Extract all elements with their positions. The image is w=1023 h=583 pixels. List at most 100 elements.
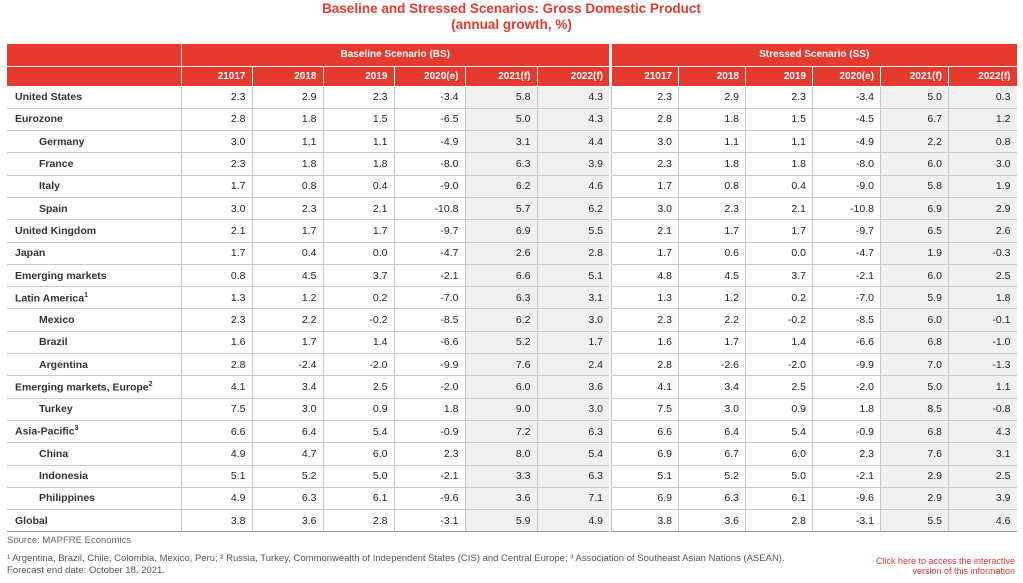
baseline-cell: 6.0 xyxy=(322,442,394,466)
baseline-cell: -3.4 xyxy=(393,86,465,109)
table-row: Japan 1.7 0.4 0.0 -4.7 2.6 2.8 xyxy=(7,242,610,265)
baseline-cell: -4.7 xyxy=(393,242,465,265)
baseline-cell: -9.0 xyxy=(393,175,465,198)
row-label: Indonesia xyxy=(7,465,181,488)
baseline-cell: 2.3 xyxy=(180,308,252,332)
stressed-cell: 6.6 xyxy=(611,420,679,444)
baseline-cell: -4.9 xyxy=(393,130,465,154)
baseline-cell: 4.9 xyxy=(536,509,610,533)
stressed-cell: 3.1 xyxy=(947,442,1017,466)
stressed-cell: -7.0 xyxy=(812,286,881,310)
baseline-cell: 3.7 xyxy=(322,264,394,288)
baseline-cell: -6.6 xyxy=(393,331,465,355)
stressed-cell: -0.8 xyxy=(947,398,1017,421)
stressed-cell: 2.3 xyxy=(611,86,679,109)
baseline-cell: 3.0 xyxy=(180,197,252,221)
row-label-text: Emerging markets xyxy=(15,269,107,282)
baseline-cell: 1.4 xyxy=(322,331,394,355)
table-row: Emerging markets 0.8 4.5 3.7 -2.1 6.6 5.1 xyxy=(7,264,610,288)
stressed-cell: 6.0 xyxy=(745,442,813,466)
baseline-cell: 1.7 xyxy=(251,331,323,355)
stressed-year: 2019 xyxy=(745,66,813,87)
baseline-cell: 0.8 xyxy=(251,175,323,198)
baseline-cell: 6.2 xyxy=(536,197,610,221)
stressed-cell: 1.5 xyxy=(745,108,813,132)
baseline-cell: 5.4 xyxy=(322,420,394,444)
baseline-cell: 1.1 xyxy=(322,130,394,154)
table-row: 3.0 1.1 1.1 -4.9 2.2 0.8 xyxy=(611,130,1017,154)
link-line-1: Click here to access the interactive xyxy=(875,556,1015,566)
baseline-cell: -6.5 xyxy=(393,108,465,132)
row-label: Latin America1 xyxy=(7,286,181,310)
row-label-text: Mexico xyxy=(39,314,75,327)
baseline-cell: -7.0 xyxy=(393,286,465,310)
table-row: 4.1 3.4 2.5 -2.0 5.0 1.1 xyxy=(611,375,1017,399)
table-row: 2.3 1.8 1.8 -8.0 6.0 3.0 xyxy=(611,152,1017,176)
table-row: 2.3 2.2 -0.2 -8.5 6.0 -0.1 xyxy=(611,308,1017,332)
stressed-cell: 6.5 xyxy=(880,219,949,243)
stressed-cell: 2.5 xyxy=(947,264,1017,288)
stressed-cell: 1.1 xyxy=(678,130,746,154)
stressed-cell: 6.0 xyxy=(880,264,949,288)
baseline-cell: 3.1 xyxy=(536,286,610,310)
baseline-cell: 5.2 xyxy=(464,331,537,355)
stressed-cell: -4.5 xyxy=(812,108,881,132)
baseline-cell: 2.6 xyxy=(464,242,537,265)
table-row: Mexico 2.3 2.2 -0.2 -8.5 6.2 3.0 xyxy=(7,308,610,332)
baseline-cell: 2.3 xyxy=(393,442,465,466)
stressed-cell: 5.0 xyxy=(745,465,813,488)
stressed-cell: 6.8 xyxy=(880,420,949,444)
baseline-cell: 0.4 xyxy=(251,242,323,265)
baseline-cell: -3.1 xyxy=(393,509,465,533)
baseline-cell: -8.5 xyxy=(393,308,465,332)
stressed-cell: 2.9 xyxy=(880,465,949,488)
forecast-date: Forecast end date: October 18, 2021. xyxy=(7,565,165,576)
row-label: Germany xyxy=(7,130,181,154)
stressed-cell: -0.3 xyxy=(947,242,1017,265)
stressed-cell: -4.9 xyxy=(812,130,881,154)
table-row: United Kingdom 2.1 1.7 1.7 -9.7 6.9 5.5 xyxy=(7,219,610,243)
stressed-cell: 2.8 xyxy=(611,353,679,377)
baseline-cell: 8.0 xyxy=(464,442,537,466)
table-row: 1.3 1.2 0.2 -7.0 5.9 1.8 xyxy=(611,286,1017,310)
baseline-cell: 6.2 xyxy=(464,175,537,198)
row-label-text: Philippines xyxy=(39,492,96,505)
stressed-cell: 5.1 xyxy=(611,465,679,488)
table-row: 6.9 6.7 6.0 2.3 7.6 3.1 xyxy=(611,442,1017,466)
stressed-cell: 6.0 xyxy=(880,152,949,176)
baseline-cell: 1.7 xyxy=(180,242,252,265)
baseline-cell: 3.1 xyxy=(464,130,537,154)
baseline-cell: 2.8 xyxy=(180,108,252,132)
row-label: Emerging markets xyxy=(7,264,181,288)
baseline-cell: 3.3 xyxy=(464,465,537,488)
stressed-cell: 6.9 xyxy=(880,197,949,221)
baseline-cell: 6.3 xyxy=(464,286,537,310)
baseline-cell: 7.2 xyxy=(464,420,537,444)
row-label-text: Turkey xyxy=(39,403,73,416)
stressed-cell: 3.9 xyxy=(947,487,1017,511)
stressed-cell: 6.8 xyxy=(880,331,949,355)
stressed-cell: 0.9 xyxy=(745,398,813,421)
baseline-cell: 6.4 xyxy=(251,420,323,444)
baseline-cell: 3.4 xyxy=(251,375,323,399)
stressed-cell: -9.0 xyxy=(812,175,881,198)
baseline-cell: 5.0 xyxy=(322,465,394,488)
interactive-version-link[interactable]: Click here to access the interactive ver… xyxy=(876,556,1015,576)
stressed-cell: 1.1 xyxy=(947,375,1017,399)
stressed-cell: 2.1 xyxy=(611,219,679,243)
baseline-cell: 4.3 xyxy=(536,86,610,109)
baseline-cell: 2.1 xyxy=(180,219,252,243)
stressed-cell: 3.0 xyxy=(611,197,679,221)
footnote-marker: 1 xyxy=(84,291,88,299)
stressed-heading: Stressed Scenario (SS) xyxy=(610,44,1017,67)
table-row: Philippines 4.9 6.3 6.1 -9.6 3.6 7.1 xyxy=(7,487,610,511)
baseline-cell: -2.0 xyxy=(322,353,394,377)
table-row: 5.1 5.2 5.0 -2.1 2.9 2.5 xyxy=(611,465,1017,488)
row-label-text: United States xyxy=(15,91,83,104)
stressed-cell: 6.0 xyxy=(880,308,949,332)
stressed-cell: 6.4 xyxy=(678,420,746,444)
stressed-cell: 1.8 xyxy=(678,108,746,132)
row-label-text: United Kingdom xyxy=(15,224,97,237)
baseline-cell: 5.4 xyxy=(536,442,610,466)
stressed-cell: 0.8 xyxy=(947,130,1017,154)
